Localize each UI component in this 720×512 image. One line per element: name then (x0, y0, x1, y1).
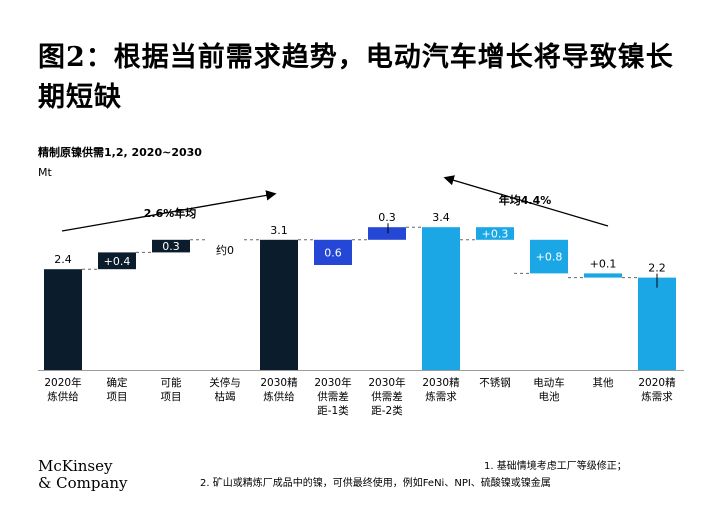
bar-7 (368, 227, 406, 240)
mckinsey-logo: McKinsey & Company (38, 458, 128, 492)
category-label-6: 2030年供需差距-1类 (314, 376, 351, 417)
category-label-11: 其他 (593, 376, 614, 389)
bar-12 (638, 277, 676, 370)
value-label-7: 0.3 (378, 211, 396, 224)
bar-5 (260, 239, 298, 370)
category-label-3: 可能项目 (161, 376, 182, 403)
trend-arrow-supply (61, 190, 277, 232)
value-label-5: 3.1 (270, 224, 288, 237)
bar-2 (98, 252, 136, 270)
category-label-9: 不锈钢 (479, 376, 511, 389)
category-label-4: 关停与枯竭 (209, 376, 241, 403)
chart-subtitle: 精制原镍供需1,2, 2020~2030 (38, 146, 202, 159)
value-label-3: 0.3 (162, 240, 180, 253)
page-title: 图2：根据当前需求趋势，电动汽车增长将导致镍长期短缺 (38, 42, 674, 113)
value-label-9: +0.3 (482, 228, 509, 241)
trend-label-supply: 2.6%年均 (144, 206, 197, 220)
value-label-10: +0.8 (536, 251, 563, 264)
category-label-2: 确定项目 (107, 376, 128, 403)
bar-3 (152, 239, 190, 253)
footnote-2: 2. 矿山或精炼厂成品中的镍，可供最终使用，例如FeNi、NPI、硫酸镍或镍金属 (200, 478, 551, 489)
value-label-1: 2.4 (54, 253, 72, 266)
category-label-7: 2030年供需差距-2类 (368, 376, 405, 417)
bar-9 (476, 227, 514, 240)
unit-label: Mt (38, 166, 52, 179)
bar-6 (314, 239, 352, 265)
value-label-6: 0.6 (324, 246, 342, 259)
category-label-1: 2020年炼供给 (44, 376, 81, 403)
trend-label-demand: 年均4.4% (499, 193, 552, 207)
value-label-4: 约0 (216, 244, 234, 257)
category-label-12: 2020精炼需求 (638, 376, 676, 403)
brand-line2: & Company (38, 474, 128, 492)
bar-11 (584, 273, 622, 278)
trend-arrow-demand (443, 175, 609, 227)
bar-1 (44, 269, 82, 370)
value-label-2: +0.4 (104, 255, 131, 268)
bar-8 (422, 227, 460, 370)
bar-10 (530, 239, 568, 274)
category-label-5: 2030精炼供给 (260, 376, 298, 403)
category-label-10: 电动车电池 (533, 376, 565, 403)
value-label-8: 3.4 (432, 211, 450, 224)
brand-line1: McKinsey (38, 457, 113, 475)
value-label-11: +0.1 (590, 257, 617, 270)
footnote-1: 1. 基础情境考虑工厂等级修正； (484, 461, 627, 472)
category-label-8: 2030精炼需求 (422, 376, 460, 403)
value-label-12: 2.2 (648, 262, 666, 275)
footnotes: 1. 基础情境考虑工厂等级修正； 2. 矿山或精炼厂成品中的镍，可供最终使用，例… (200, 458, 700, 492)
